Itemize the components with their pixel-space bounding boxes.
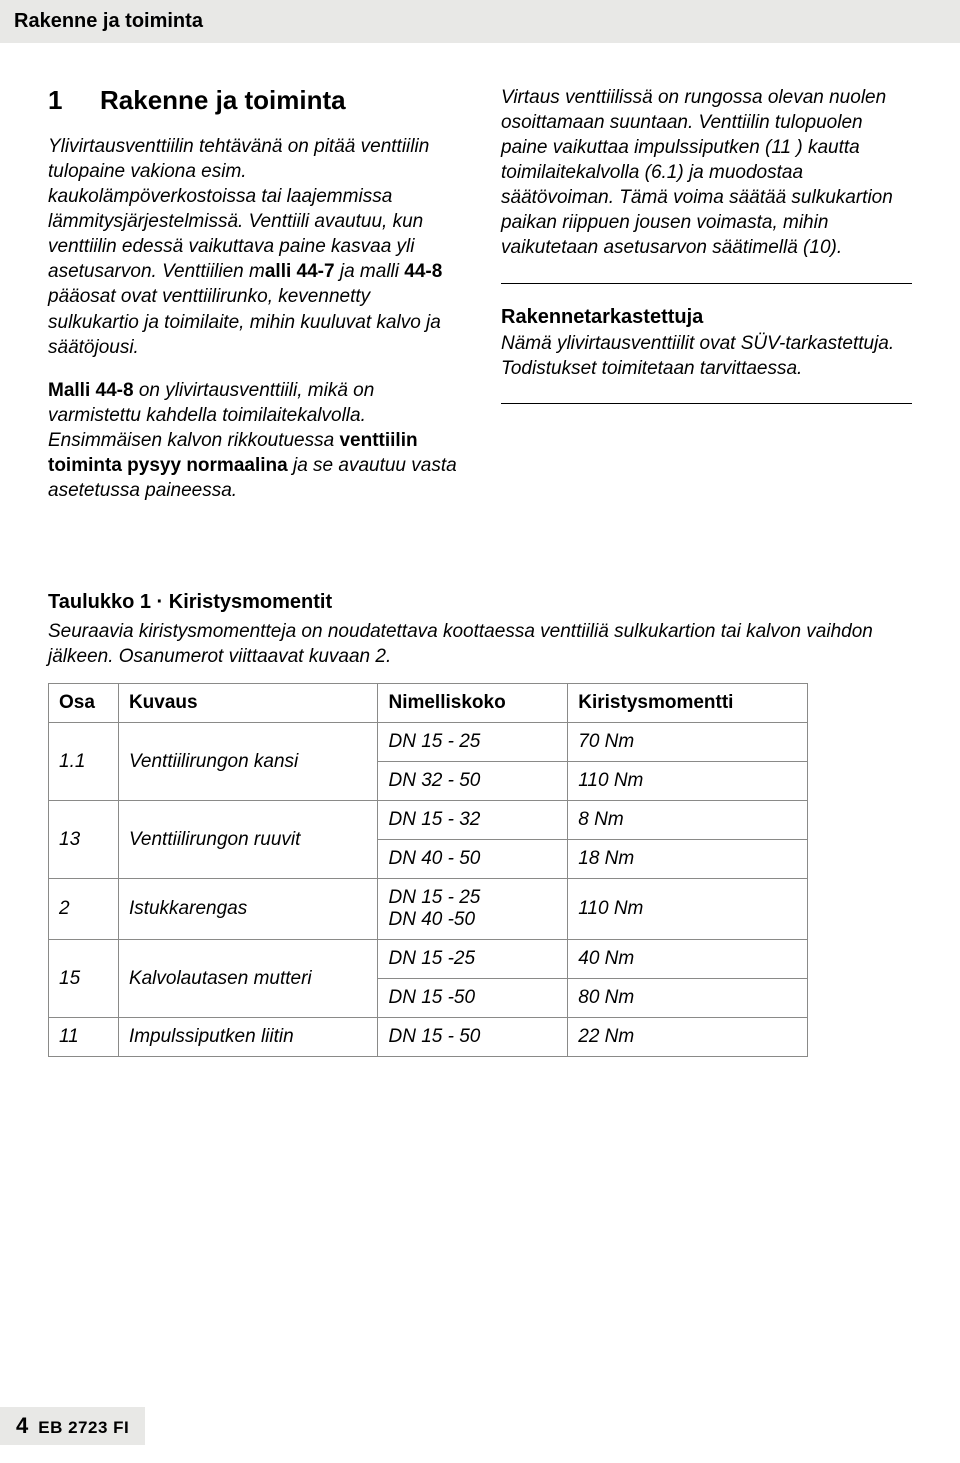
cell-kiristysmomentti: 8 Nm	[568, 801, 808, 840]
divider	[501, 283, 912, 284]
running-head: Rakenne ja toiminta	[0, 0, 960, 43]
cell-osa: 1.1	[49, 723, 119, 801]
table-row: 1.1Venttiilirungon kansiDN 15 - 2570 Nm	[49, 723, 808, 762]
th-kiristysmomentti: Kiristysmomentti	[568, 684, 808, 723]
cell-osa: 13	[49, 801, 119, 879]
section-heading: 1Rakenne ja toiminta	[48, 85, 459, 116]
cell-kiristysmomentti: 70 Nm	[568, 723, 808, 762]
cell-kiristysmomentti: 110 Nm	[568, 879, 808, 940]
cell-nimelliskoko: DN 15 - 25DN 40 -50	[378, 879, 568, 940]
running-head-text: Rakenne ja toiminta	[14, 10, 203, 32]
th-nimelliskoko: Nimelliskoko	[378, 684, 568, 723]
cell-nimelliskoko: DN 32 - 50	[378, 762, 568, 801]
page-footer: 4 EB 2723 FI	[0, 1407, 960, 1445]
torque-table: Osa Kuvaus Nimelliskoko Kiristysmomentti…	[48, 683, 808, 1057]
left-para-1: Ylivirtausventtiilin tehtävänä on pitää …	[48, 134, 459, 360]
table-section: Taulukko 1 · Kiristysmomentit Seuraavia …	[48, 591, 912, 1057]
table-header-row: Osa Kuvaus Nimelliskoko Kiristysmomentti	[49, 684, 808, 723]
cell-osa: 2	[49, 879, 119, 940]
cell-kiristysmomentti: 22 Nm	[568, 1018, 808, 1057]
doc-id: EB 2723 FI	[38, 1418, 129, 1437]
table-title-text: Taulukko 1 · Kiristysmomentit	[48, 591, 332, 613]
cell-kuvaus: Venttiilirungon ruuvit	[118, 801, 378, 879]
right-para-1: Virtaus venttiilissä on rungossa olevan …	[501, 85, 912, 261]
cell-osa: 11	[49, 1018, 119, 1057]
cell-kiristysmomentti: 18 Nm	[568, 840, 808, 879]
section-number: 1	[48, 85, 100, 116]
divider	[501, 403, 912, 404]
bold: Malli 44-8	[48, 380, 134, 401]
cell-nimelliskoko: DN 15 -25	[378, 940, 568, 979]
page: Rakenne ja toiminta 1Rakenne ja toiminta…	[0, 0, 960, 1463]
cell-kuvaus: Kalvolautasen mutteri	[118, 940, 378, 1018]
left-column: 1Rakenne ja toiminta Ylivirtausventtiili…	[48, 85, 459, 521]
cell-kiristysmomentti: 40 Nm	[568, 940, 808, 979]
section-title: Rakenne ja toiminta	[100, 85, 346, 115]
cell-kuvaus: Istukkarengas	[118, 879, 378, 940]
cell-kuvaus: Venttiilirungon kansi	[118, 723, 378, 801]
table-caption: Seuraavia kiristysmomentteja on noudatet…	[48, 620, 912, 669]
table-row: 11Impulssiputken liitinDN 15 - 5022 Nm	[49, 1018, 808, 1057]
subheading: Rakennetarkastettuja	[501, 306, 912, 329]
text: pääosat ovat venttiilirunko, kevennetty …	[48, 286, 441, 357]
cell-nimelliskoko: DN 15 - 25	[378, 723, 568, 762]
table-title: Taulukko 1 · Kiristysmomentit	[48, 591, 912, 614]
right-column: Virtaus venttiilissä on rungossa olevan …	[501, 85, 912, 521]
table-body: 1.1Venttiilirungon kansiDN 15 - 2570 NmD…	[49, 723, 808, 1057]
bold: alli 44-7	[265, 261, 335, 282]
cell-nimelliskoko: DN 15 -50	[378, 979, 568, 1018]
table-row: 15Kalvolautasen mutteriDN 15 -2540 Nm	[49, 940, 808, 979]
cell-nimelliskoko: DN 40 - 50	[378, 840, 568, 879]
table-row: 13Venttiilirungon ruuvitDN 15 - 328 Nm	[49, 801, 808, 840]
table-row: 2IstukkarengasDN 15 - 25DN 40 -50110 Nm	[49, 879, 808, 940]
left-para-2: Malli 44-8 on ylivirtausventtiili, mikä …	[48, 378, 459, 503]
cell-kuvaus: Impulssiputken liitin	[118, 1018, 378, 1057]
text: ja malli	[335, 261, 405, 282]
footer-box: 4 EB 2723 FI	[0, 1407, 145, 1445]
page-number: 4	[16, 1413, 28, 1438]
two-columns: 1Rakenne ja toiminta Ylivirtausventtiili…	[48, 85, 912, 521]
th-osa: Osa	[49, 684, 119, 723]
th-kuvaus: Kuvaus	[118, 684, 378, 723]
cell-osa: 15	[49, 940, 119, 1018]
cell-nimelliskoko: DN 15 - 32	[378, 801, 568, 840]
right-para-2: Nämä ylivirtausventtiilit ovat SÜV-tarka…	[501, 331, 912, 381]
cell-nimelliskoko: DN 15 - 50	[378, 1018, 568, 1057]
cell-kiristysmomentti: 80 Nm	[568, 979, 808, 1018]
bold: 44-8	[404, 261, 442, 282]
cell-kiristysmomentti: 110 Nm	[568, 762, 808, 801]
